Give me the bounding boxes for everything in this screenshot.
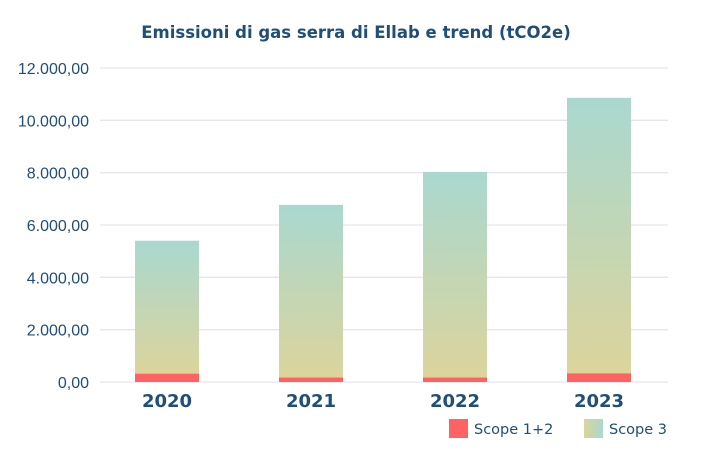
bar-scope-3-2020 xyxy=(135,240,199,374)
legend-label-scope-1-2: Scope 1+2 xyxy=(474,422,553,438)
x-tick-label: 2020 xyxy=(142,391,192,412)
bar-scope-3-2023 xyxy=(567,97,631,374)
legend-swatch-scope-3 xyxy=(584,419,603,438)
y-tick-label: 12.000,00 xyxy=(18,61,89,78)
legend-label-scope-3: Scope 3 xyxy=(609,422,667,438)
y-tick-label: 8.000,00 xyxy=(27,166,89,183)
y-tick-label: 0,00 xyxy=(58,375,89,392)
chart-title: Emissioni di gas serra di Ellab e trend … xyxy=(141,23,571,42)
bar-scope-1-2-2021 xyxy=(279,377,343,382)
y-tick-label: 10.000,00 xyxy=(18,113,89,130)
bar-scope-1-2-2020 xyxy=(135,373,199,382)
bars xyxy=(135,97,631,382)
x-axis: 2020 2021 2022 2023 xyxy=(142,391,624,412)
y-tick-label: 2.000,00 xyxy=(27,323,89,340)
x-tick-label: 2023 xyxy=(574,391,624,412)
bar-scope-3-2022 xyxy=(423,171,487,378)
legend: Scope 1+2 Scope 3 xyxy=(449,419,667,438)
x-tick-label: 2021 xyxy=(286,391,336,412)
y-tick-label: 6.000,00 xyxy=(27,218,89,235)
bar-scope-1-2-2023 xyxy=(567,373,631,382)
bar-scope-1-2-2022 xyxy=(423,377,487,382)
y-axis: 0,00 2.000,00 4.000,00 6.000,00 8.000,00 10.0… xyxy=(18,61,89,392)
legend-swatch-scope-1-2 xyxy=(449,419,468,438)
y-tick-label: 4.000,00 xyxy=(27,270,89,287)
bar-scope-3-2021 xyxy=(279,204,343,378)
x-tick-label: 2022 xyxy=(430,391,480,412)
